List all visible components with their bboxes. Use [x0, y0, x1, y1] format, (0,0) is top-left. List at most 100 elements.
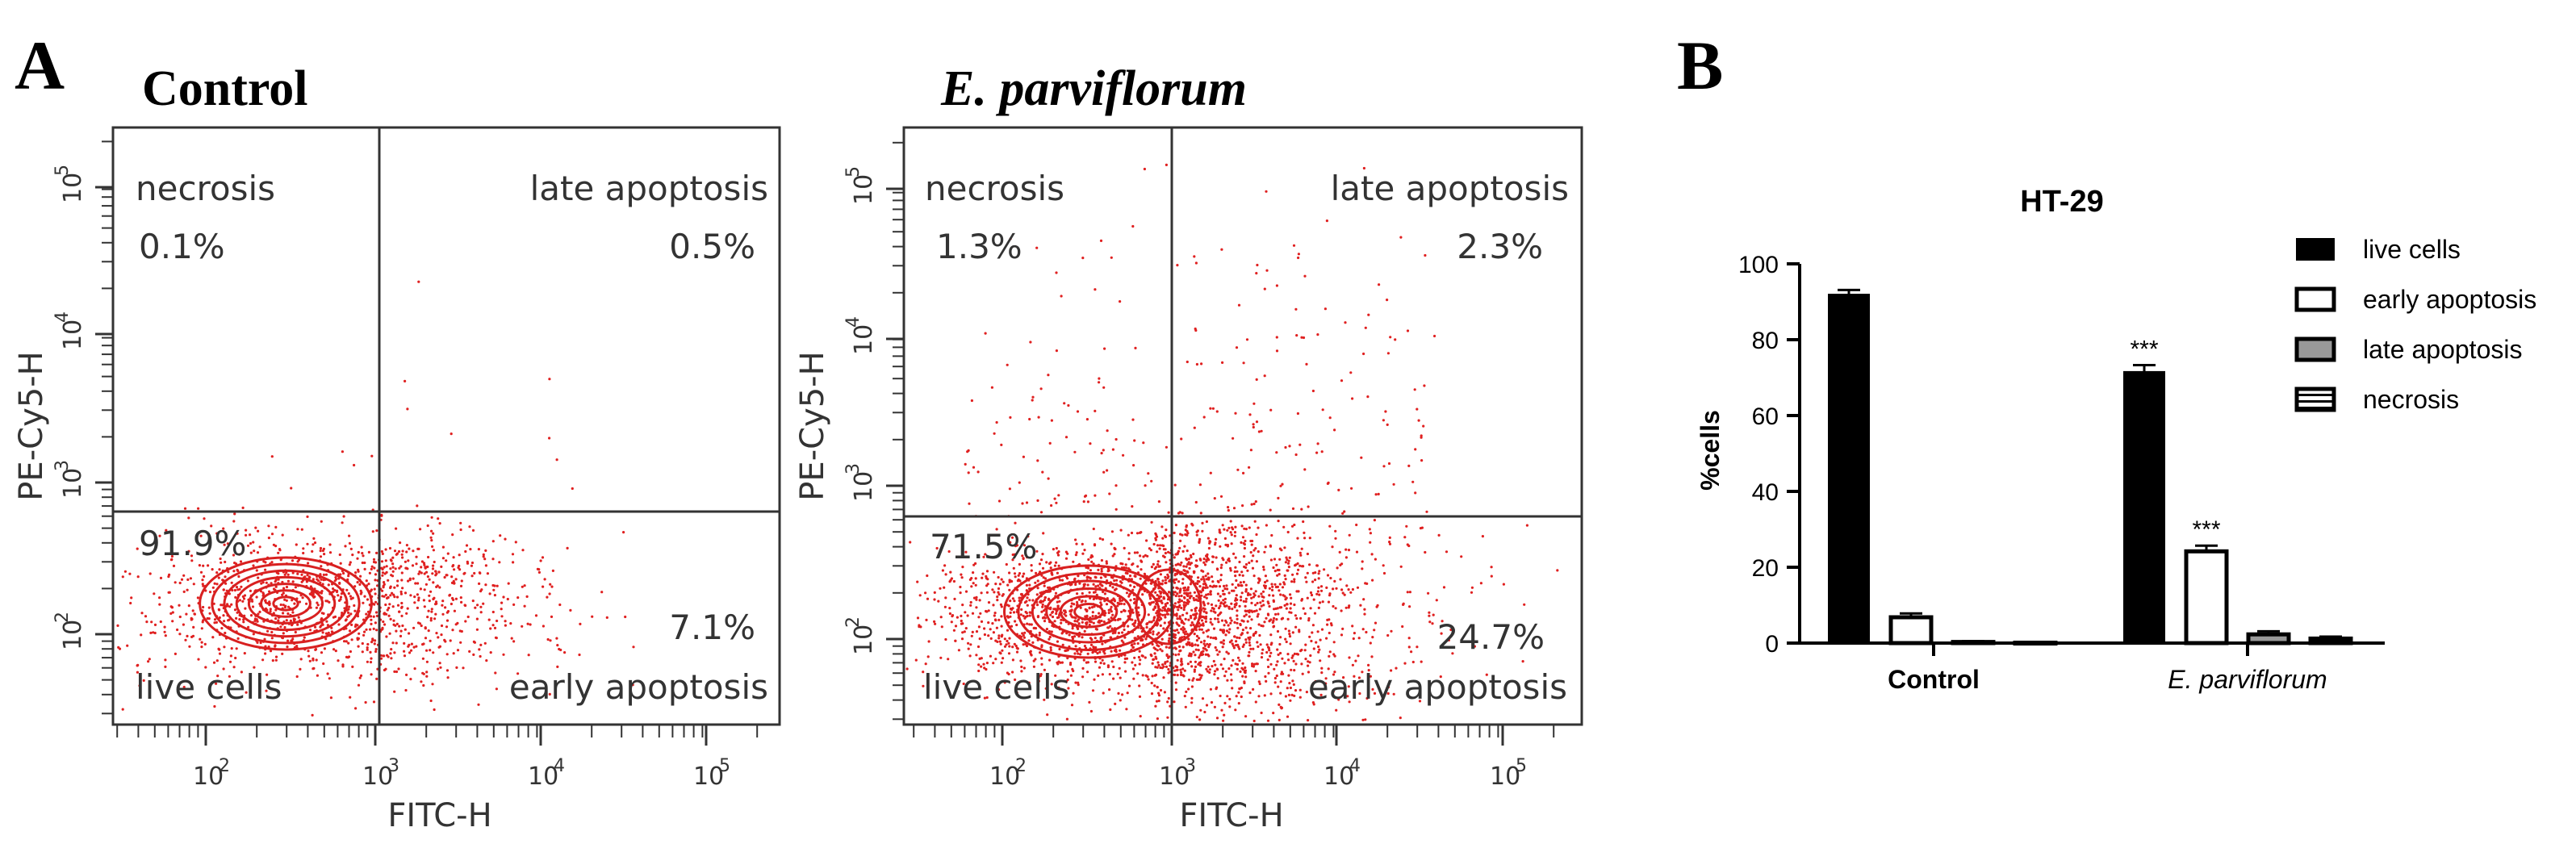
event-dot — [1213, 497, 1216, 500]
event-dot — [424, 583, 429, 586]
event-dot — [140, 633, 143, 637]
event-dot — [971, 612, 975, 615]
event-dot — [1265, 524, 1268, 527]
y-axis-label: PE-Cy5-H — [13, 351, 50, 500]
event-dot — [1303, 649, 1307, 652]
event-dot — [980, 657, 983, 660]
event-dot — [295, 675, 299, 679]
event-dot — [311, 549, 314, 554]
event-dot — [927, 640, 930, 643]
event-dot — [232, 570, 236, 573]
event-dot — [1194, 609, 1197, 612]
event-dot — [384, 593, 387, 596]
event-dot — [433, 708, 436, 712]
event-dot — [558, 603, 562, 607]
event-dot — [211, 568, 214, 571]
event-dot — [1252, 647, 1255, 650]
event-dot — [383, 581, 386, 584]
event-dot — [371, 637, 374, 641]
event-dot — [145, 620, 148, 624]
event-dot — [1121, 562, 1124, 566]
event-dot — [1035, 604, 1039, 607]
event-dot — [1164, 535, 1168, 539]
quadrant-pct-live-cells: 91.9% — [139, 524, 246, 563]
event-dot — [1229, 621, 1232, 625]
event-dot — [1286, 603, 1289, 606]
event-dot — [1325, 219, 1328, 223]
event-dot — [1214, 663, 1217, 666]
event-dot — [1273, 676, 1277, 680]
event-dot — [312, 578, 315, 581]
event-dot — [409, 678, 412, 681]
event-dot — [1039, 387, 1043, 391]
event-dot — [1043, 620, 1047, 623]
event-dot — [1205, 649, 1208, 652]
event-dot — [219, 557, 222, 561]
event-dot — [1222, 629, 1225, 632]
event-dot — [164, 634, 167, 637]
event-dot — [1000, 625, 1003, 628]
event-dot — [1058, 647, 1061, 651]
event-dot — [1159, 666, 1162, 670]
event-dot — [192, 625, 195, 629]
event-dot — [178, 604, 181, 607]
event-dot — [1235, 695, 1238, 698]
event-dot — [1288, 556, 1291, 559]
event-dot — [401, 549, 404, 553]
event-dot — [1209, 593, 1212, 596]
event-dot — [977, 625, 981, 629]
event-dot — [1275, 674, 1278, 678]
event-dot — [1422, 424, 1425, 428]
event-dot — [257, 576, 260, 579]
event-dot — [964, 611, 967, 614]
event-dot — [247, 625, 250, 629]
event-dot — [153, 592, 156, 595]
event-dot — [1147, 678, 1150, 681]
event-dot — [341, 521, 344, 524]
event-dot — [1125, 708, 1128, 711]
event-dot — [1319, 693, 1323, 697]
event-dot — [1190, 575, 1193, 579]
event-dot — [1282, 525, 1286, 529]
event-dot — [1223, 592, 1226, 596]
event-dot — [347, 641, 350, 645]
event-dot — [463, 604, 466, 607]
event-dot — [922, 684, 925, 687]
event-dot — [1139, 658, 1142, 662]
event-dot — [1144, 582, 1148, 585]
event-dot — [1175, 612, 1178, 616]
event-dot — [383, 566, 386, 569]
event-dot — [228, 618, 231, 621]
event-dot — [350, 638, 353, 641]
event-dot — [1121, 693, 1124, 696]
event-dot — [1202, 610, 1206, 613]
event-dot — [980, 665, 983, 668]
event-dot — [1089, 596, 1092, 600]
event-dot — [1220, 708, 1223, 712]
event-dot — [1242, 471, 1245, 475]
event-dot — [1248, 609, 1252, 612]
event-dot — [1240, 632, 1244, 635]
event-dot — [1362, 352, 1365, 356]
event-dot — [1211, 607, 1214, 610]
event-dot — [1237, 691, 1240, 694]
quadrant-pct-live-cells: 71.5% — [930, 527, 1037, 566]
event-dot — [1049, 606, 1052, 609]
event-dot — [566, 546, 569, 550]
event-dot — [1091, 615, 1094, 618]
event-dot — [1073, 616, 1076, 619]
event-dot — [136, 663, 140, 667]
event-dot — [1148, 597, 1152, 600]
event-dot — [408, 547, 411, 550]
event-dot — [233, 512, 236, 516]
event-dot — [1211, 407, 1215, 410]
event-dot — [1202, 570, 1205, 573]
event-dot — [484, 583, 487, 587]
event-dot — [1244, 583, 1248, 587]
event-dot — [1366, 395, 1370, 399]
event-dot — [1074, 583, 1077, 587]
event-dot — [429, 619, 433, 622]
event-dot — [975, 630, 979, 633]
event-dot — [1277, 612, 1280, 616]
bar-y-tick-label: 60 — [1752, 403, 1779, 430]
